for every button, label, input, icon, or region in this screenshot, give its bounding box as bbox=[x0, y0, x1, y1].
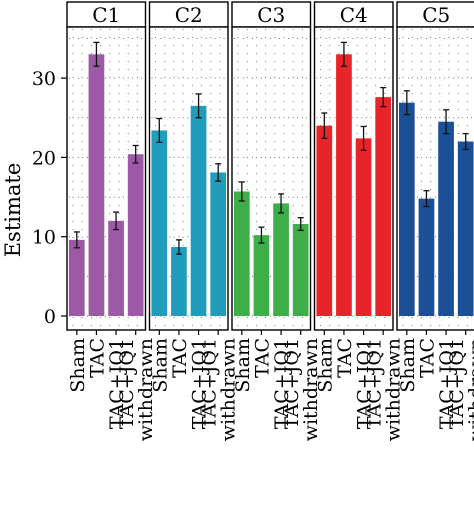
bar-c4-3 bbox=[375, 97, 392, 316]
bar-c5-0 bbox=[398, 102, 415, 316]
facet-title: C3 bbox=[257, 3, 285, 27]
facet-strip bbox=[396, 1, 474, 28]
bar-c5-1 bbox=[418, 198, 435, 316]
x-tick-label: TAC+JQ1 bbox=[354, 338, 376, 429]
y-tick-label: 0 bbox=[44, 306, 56, 328]
x-tick-label: TAC+JQ1 bbox=[106, 338, 128, 429]
x-tick-label: Sham bbox=[397, 338, 419, 393]
facet-title: C1 bbox=[92, 3, 120, 27]
x-tick-label: TAC+JQ1 bbox=[271, 338, 293, 429]
bar-c3-0 bbox=[233, 191, 250, 316]
x-tick-label: TAC bbox=[416, 338, 438, 378]
panel-border bbox=[148, 26, 229, 331]
x-tick-label: TAC+JQ1 bbox=[436, 338, 458, 429]
y-tick-label: 10 bbox=[32, 227, 56, 249]
bar-c4-2 bbox=[355, 138, 372, 316]
bar-c1-3 bbox=[127, 154, 144, 316]
facet-strip bbox=[66, 1, 147, 28]
facet-strip bbox=[231, 1, 312, 28]
y-axis: 0 10 20 30 bbox=[32, 68, 67, 328]
bar-c5-2 bbox=[438, 121, 454, 316]
x-tick-label: TAC+JQ1 bbox=[116, 338, 138, 429]
facet-strip bbox=[148, 1, 229, 28]
y-tick-label: 20 bbox=[32, 147, 56, 169]
facet-title: C2 bbox=[175, 3, 203, 27]
bar-c1-2 bbox=[108, 220, 124, 316]
facet-title: C4 bbox=[340, 3, 368, 27]
x-tick-label: TAC bbox=[86, 338, 108, 378]
x-tick-label: Sham bbox=[232, 338, 254, 393]
bar-c3-3 bbox=[292, 224, 309, 316]
bar-c1-0 bbox=[68, 239, 85, 316]
x-tick-label: Sham bbox=[314, 338, 336, 393]
x-tick-label: withdrawn bbox=[300, 338, 322, 441]
y-axis-label: Estimate bbox=[1, 163, 25, 258]
x-tick-label: TAC bbox=[251, 338, 273, 378]
bar-c2-2 bbox=[190, 105, 207, 316]
bar-c2-0 bbox=[151, 130, 168, 316]
bar-c3-2 bbox=[273, 203, 289, 316]
bar-c2-3 bbox=[210, 172, 227, 316]
x-tick-label: withdrawn bbox=[218, 338, 240, 441]
x-tick-label: Sham bbox=[67, 338, 89, 393]
bar-c5-3 bbox=[457, 141, 474, 316]
x-tick-label: TAC bbox=[334, 338, 356, 378]
bar-c4-1 bbox=[336, 54, 352, 317]
x-tick-label: TAC+JQ1 bbox=[199, 338, 221, 429]
panel-border bbox=[396, 26, 474, 331]
x-tick-label: TAC+JQ1 bbox=[446, 338, 468, 429]
x-tick-label: TAC bbox=[169, 338, 191, 378]
x-tick-label: Sham bbox=[149, 338, 171, 393]
x-tick-label: TAC+JQ1 bbox=[189, 338, 211, 429]
facets: C1ShamTACTAC+JQ1TAC+JQ1withdrawnC2ShamTA… bbox=[66, 1, 474, 441]
panel-border bbox=[66, 26, 147, 331]
x-tick-label: withdrawn bbox=[383, 338, 405, 441]
bar-c3-1 bbox=[253, 235, 270, 316]
y-tick-label: 30 bbox=[32, 68, 56, 90]
bar-c1-1 bbox=[88, 54, 105, 317]
bar-c2-1 bbox=[171, 247, 187, 316]
x-tick-label: TAC+JQ1 bbox=[364, 338, 386, 429]
x-tick-label: withdrawn bbox=[465, 338, 474, 441]
facet-title: C5 bbox=[422, 3, 450, 27]
bar-c4-0 bbox=[316, 125, 333, 317]
panel-border bbox=[313, 26, 394, 331]
x-tick-label: TAC+JQ1 bbox=[281, 338, 303, 429]
panel-border bbox=[231, 26, 312, 331]
x-tick-label: withdrawn bbox=[135, 338, 157, 441]
